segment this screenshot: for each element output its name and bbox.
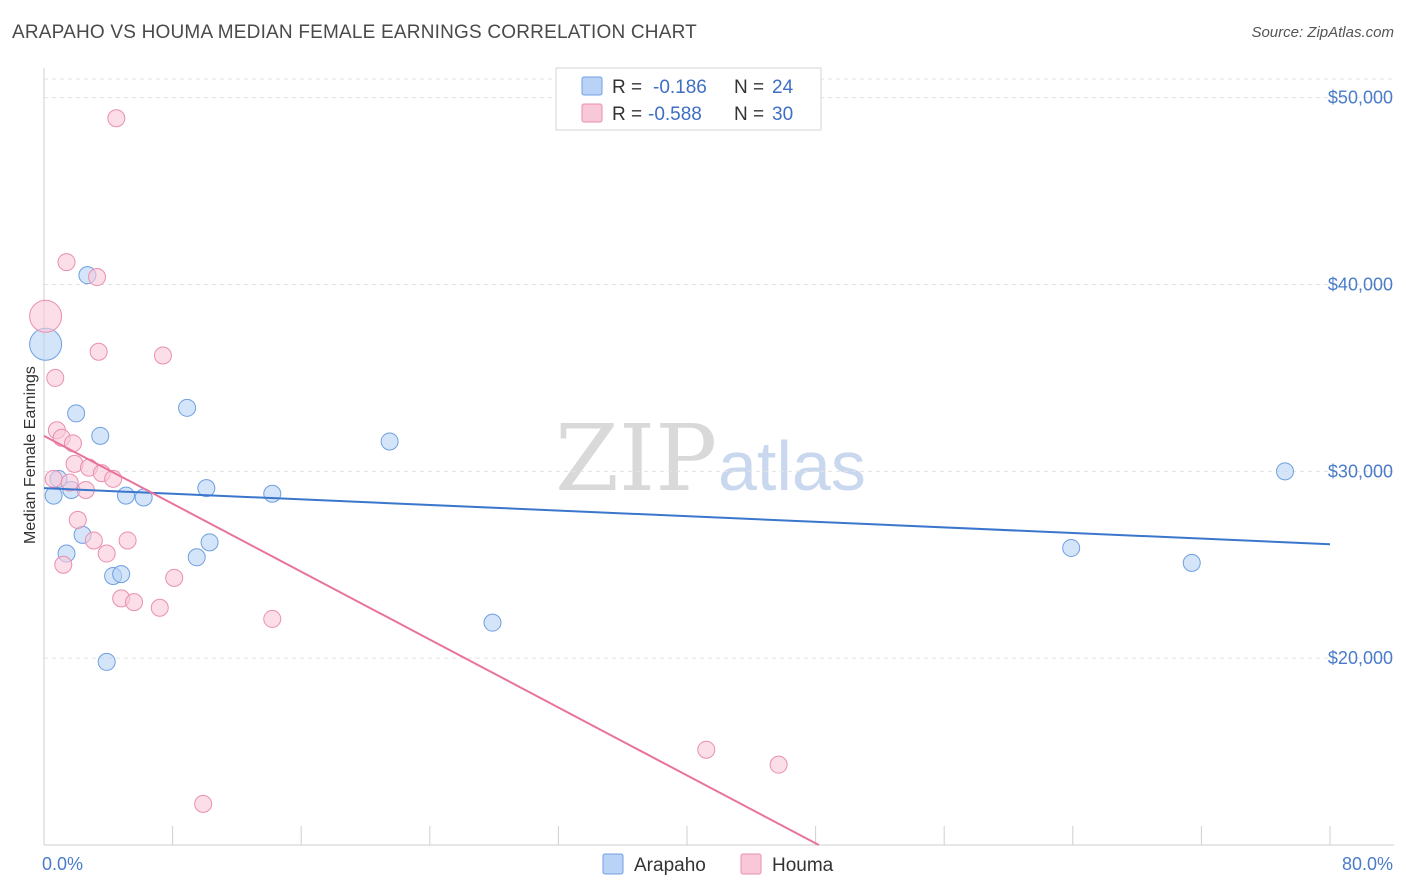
y-axis-tick-labels: $20,000 $30,000 $40,000 $50,000 (1328, 88, 1393, 668)
data-points (29, 109, 1294, 813)
legend-swatch-houma (581, 103, 603, 123)
point-arapaho (197, 479, 216, 498)
x-tick-label: 80.0% (1342, 854, 1393, 874)
point-houma (84, 531, 103, 550)
legend-n-value-houma: 30 (772, 104, 793, 125)
series-legend-swatch-houma (740, 853, 762, 875)
point-houma (107, 109, 126, 128)
point-arapaho (91, 426, 110, 445)
point-houma (54, 555, 73, 574)
trend-line-arapaho (43, 487, 1331, 546)
y-tick-label: $40,000 (1328, 275, 1393, 295)
series-legend: Arapaho Houma (602, 853, 834, 876)
point-arapaho (483, 613, 502, 632)
legend-r-value-arapaho: -0.186 (653, 77, 707, 98)
point-houma (165, 568, 184, 587)
trend-lines (43, 434, 1331, 846)
watermark: ZIP atlas (555, 405, 866, 512)
point-houma (263, 609, 282, 628)
legend-n-label-arapaho: N = (734, 77, 764, 98)
trend-line-houma (43, 434, 820, 846)
point-houma (88, 268, 107, 287)
point-houma (194, 794, 213, 813)
series-legend-label-houma: Houma (772, 855, 834, 876)
point-arapaho (1182, 553, 1201, 572)
point-arapaho (263, 484, 282, 503)
point-arapaho (178, 398, 197, 417)
point-arapaho (67, 404, 86, 423)
correlation-legend: R = -0.186 N = 24 R = -0.588 N = 30 (555, 67, 822, 131)
legend-r-value-houma: -0.588 (648, 104, 702, 125)
watermark-zip: ZIP (555, 405, 717, 512)
legend-swatch-arapaho (581, 76, 603, 96)
legend-n-value-arapaho: 24 (772, 77, 794, 98)
point-houma (118, 531, 137, 550)
point-arapaho (97, 652, 116, 671)
y-tick-label: $30,000 (1328, 461, 1393, 481)
series-legend-swatch-arapaho (602, 853, 624, 875)
point-houma (68, 510, 87, 529)
point-houma (697, 740, 716, 759)
x-tick-label: 0.0% (42, 854, 83, 874)
y-axis-label: Median Female Earnings (22, 366, 39, 544)
point-houma (57, 253, 76, 272)
point-arapaho (200, 533, 219, 552)
series-legend-label-arapaho: Arapaho (634, 855, 706, 876)
point-houma (153, 346, 172, 365)
y-tick-label: $20,000 (1328, 648, 1393, 668)
point-houma (89, 342, 108, 361)
legend-n-label-houma: N = (734, 104, 764, 125)
point-houma (150, 598, 169, 617)
legend-r-label-arapaho: R = (612, 77, 642, 98)
point-houma (46, 368, 65, 387)
point-houma (769, 755, 788, 774)
watermark-atlas: atlas (718, 427, 866, 505)
point-houma (125, 593, 144, 612)
legend-r-label-houma: R = (612, 104, 642, 125)
point-houma (44, 469, 63, 488)
y-tick-label: $50,000 (1328, 88, 1393, 108)
point-arapaho (116, 486, 135, 505)
chart-title: ARAPAHO VS HOUMA MEDIAN FEMALE EARNINGS … (12, 22, 697, 43)
point-houma (29, 299, 63, 333)
point-houma (60, 473, 79, 492)
point-arapaho (29, 327, 63, 361)
point-arapaho (1275, 462, 1294, 481)
point-houma (63, 434, 82, 453)
x-axis-ticks (172, 826, 1331, 845)
point-arapaho (112, 565, 131, 584)
point-arapaho (1062, 538, 1081, 557)
source-label: Source: ZipAtlas.com (1251, 24, 1394, 41)
x-axis-tick-labels: 0.0% 80.0% (42, 854, 1393, 874)
point-houma (97, 544, 116, 563)
point-arapaho (380, 432, 399, 451)
point-arapaho (187, 548, 206, 567)
